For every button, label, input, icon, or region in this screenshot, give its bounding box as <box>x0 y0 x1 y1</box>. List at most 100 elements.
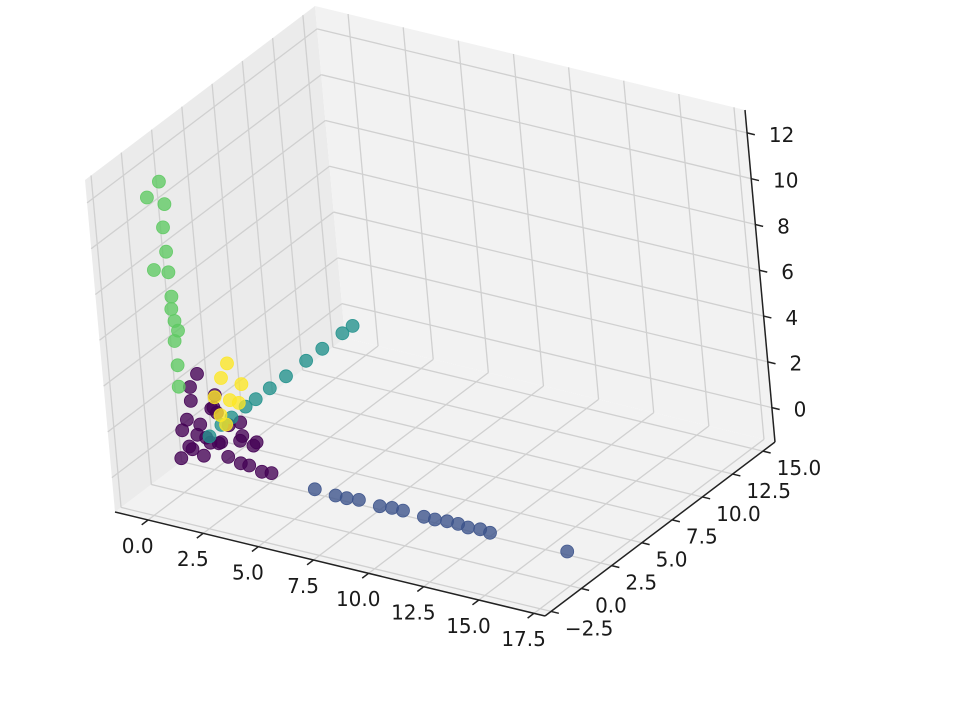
data-point-cluster-3 <box>164 302 179 316</box>
tick-mark <box>671 519 681 523</box>
x-grid-back <box>678 93 710 427</box>
tick-mark <box>732 473 741 477</box>
tick-mark <box>527 612 535 619</box>
y-grid-floor <box>302 369 733 475</box>
x-grid-floor <box>202 358 434 534</box>
data-point-cluster-3 <box>156 220 170 235</box>
x-grid-floor <box>313 385 544 561</box>
x-tick-label: 12.5 <box>391 600 436 624</box>
data-point-cluster-1 <box>351 492 366 507</box>
z-tick-label: 6 <box>781 260 794 284</box>
data-point-cluster-3 <box>159 244 174 259</box>
z-grid-back <box>316 28 748 134</box>
data-point-cluster-3 <box>164 289 179 304</box>
x-grid-floor <box>368 398 599 574</box>
data-point-cluster-1 <box>483 525 497 540</box>
x-tick-label: 15.0 <box>446 614 491 638</box>
data-point-cluster-4 <box>214 371 228 385</box>
data-point-cluster-4 <box>207 390 222 405</box>
x-grid-back <box>733 107 765 440</box>
y-grid-floor <box>181 460 612 567</box>
data-points <box>139 174 575 559</box>
y-grid-left <box>181 106 213 439</box>
z-axis-line <box>744 109 776 443</box>
tick-mark <box>751 177 760 182</box>
data-point-cluster-0 <box>196 448 211 463</box>
tick-mark <box>416 586 425 593</box>
tick-mark <box>361 572 370 579</box>
data-point-cluster-0 <box>242 458 257 473</box>
x-grid-back <box>402 27 434 360</box>
grid-lines <box>86 13 773 614</box>
tick-mark <box>762 450 771 454</box>
tick-labels: 0.02.55.07.510.012.515.017.5 −2.50.02.55.… <box>122 123 821 651</box>
data-point-cluster-3 <box>146 263 161 277</box>
x-grid-floor <box>147 345 379 521</box>
data-point-cluster-3 <box>157 197 172 212</box>
data-point-cluster-2 <box>345 318 360 333</box>
y-grid-floor <box>151 483 582 590</box>
data-point-cluster-0 <box>183 393 198 408</box>
data-point-cluster-0 <box>264 466 279 481</box>
tick-mark <box>771 406 780 411</box>
z-grid-back <box>329 165 760 271</box>
y-tick-label: 5.0 <box>656 548 688 572</box>
z-grid-back <box>333 211 764 317</box>
data-point-cluster-4 <box>220 356 234 371</box>
data-point-cluster-1 <box>427 512 442 527</box>
x-axis-line <box>114 511 546 617</box>
data-point-cluster-0 <box>193 417 208 432</box>
x-tick-label: 17.5 <box>501 627 546 651</box>
data-point-cluster-2 <box>279 369 293 384</box>
tick-mark <box>755 223 764 228</box>
y-tick-label: 10.0 <box>716 502 761 526</box>
x-grid-floor <box>533 438 765 614</box>
data-point-cluster-0 <box>185 442 200 457</box>
tick-mark <box>196 532 204 539</box>
data-point-cluster-0 <box>174 451 189 466</box>
x-grid-floor <box>423 412 655 588</box>
tick-mark <box>472 599 480 606</box>
data-point-cluster-2 <box>248 392 263 407</box>
y-grid-left <box>302 15 334 348</box>
data-point-cluster-1 <box>339 491 354 506</box>
y-grid-floor <box>211 438 642 544</box>
axis-panes <box>85 6 775 616</box>
data-point-cluster-2 <box>262 381 277 396</box>
y-grid-floor <box>120 506 552 613</box>
data-point-cluster-2 <box>315 341 330 356</box>
data-point-cluster-0 <box>179 412 194 427</box>
z-tick-label: 8 <box>777 214 790 238</box>
z-tick-label: 0 <box>794 398 807 422</box>
y-grid-left <box>211 83 243 416</box>
left-pane <box>85 6 345 512</box>
data-point-cluster-2 <box>335 326 350 341</box>
tick-mark <box>641 542 650 546</box>
data-point-cluster-3 <box>171 379 186 394</box>
data-point-cluster-2 <box>299 353 314 368</box>
z-grid-left <box>111 303 343 479</box>
y-grid-left <box>90 175 122 508</box>
data-point-cluster-3 <box>161 265 176 280</box>
z-tick-label: 12 <box>769 123 794 147</box>
data-point-cluster-0 <box>233 433 248 448</box>
z-grid-back <box>325 119 756 226</box>
x-tick-label: 5.0 <box>232 560 264 584</box>
y-grid-floor <box>241 415 673 521</box>
x-tick-label: 0.0 <box>122 534 154 558</box>
z-tick-label: 4 <box>785 306 798 330</box>
tick-mark <box>306 559 314 566</box>
data-point-cluster-1 <box>451 517 466 531</box>
tick-mark <box>702 496 711 500</box>
y-grid-left <box>120 152 152 485</box>
y-grid-floor <box>332 346 764 452</box>
tick-mark <box>746 132 756 136</box>
z-grid-left <box>99 165 330 341</box>
z-grid-back <box>341 303 773 409</box>
data-point-cluster-1 <box>385 500 399 515</box>
y-tick-label: 0.0 <box>595 593 627 617</box>
y-tick-label: 12.5 <box>746 479 791 503</box>
z-grid-left <box>94 119 326 296</box>
data-point-cluster-0 <box>221 449 236 464</box>
